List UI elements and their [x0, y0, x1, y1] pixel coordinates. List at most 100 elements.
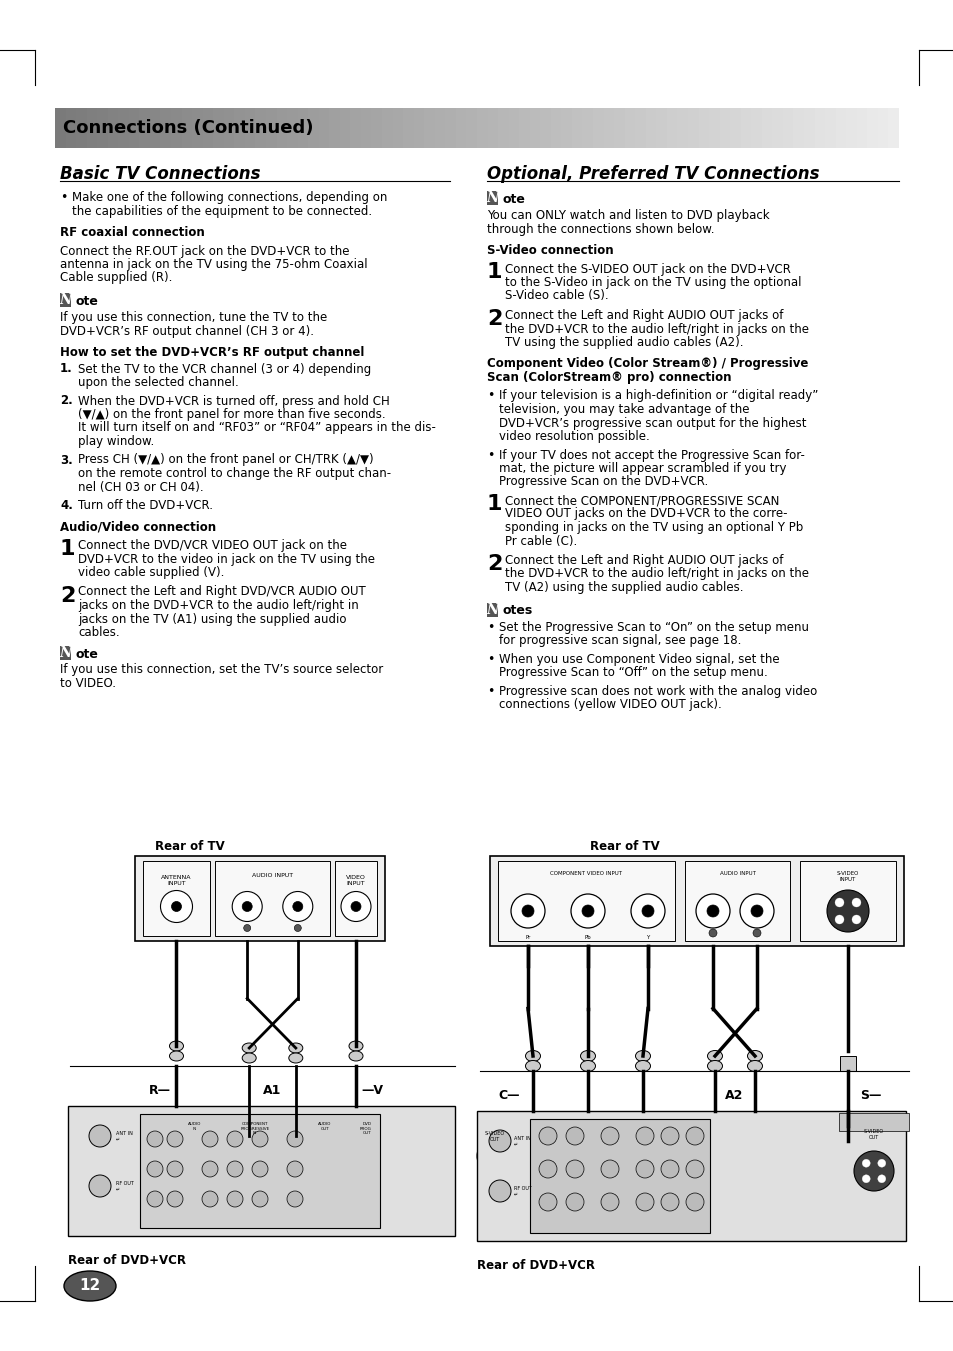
Circle shape	[600, 1127, 618, 1146]
Circle shape	[489, 1179, 511, 1202]
Text: N: N	[59, 646, 71, 659]
Circle shape	[167, 1161, 183, 1177]
Bar	[708, 108, 719, 149]
Circle shape	[167, 1192, 183, 1206]
Circle shape	[571, 894, 604, 928]
Bar	[593, 108, 603, 149]
Text: (▼/▲) on the front panel for more than five seconds.: (▼/▲) on the front panel for more than f…	[78, 408, 385, 422]
Circle shape	[287, 1161, 303, 1177]
Bar	[497, 108, 508, 149]
Text: connections (yellow VIDEO OUT jack).: connections (yellow VIDEO OUT jack).	[498, 698, 721, 711]
Circle shape	[484, 1159, 491, 1166]
Bar	[424, 108, 435, 149]
Text: play window.: play window.	[78, 435, 154, 449]
Bar	[487, 108, 497, 149]
Bar	[234, 108, 245, 149]
Bar	[677, 108, 687, 149]
Bar	[782, 108, 793, 149]
Circle shape	[538, 1127, 557, 1146]
Text: S-VIDEO
OUT: S-VIDEO OUT	[484, 1131, 504, 1142]
Text: Progressive Scan to “Off” on the setup menu.: Progressive Scan to “Off” on the setup m…	[498, 666, 767, 680]
Circle shape	[696, 894, 729, 928]
Text: N: N	[486, 603, 498, 616]
Bar	[761, 108, 772, 149]
Bar	[445, 108, 456, 149]
Bar	[560, 108, 572, 149]
Text: If your television is a high-definition or “digital ready”: If your television is a high-definition …	[498, 389, 818, 403]
Text: Scan (ColorStream® pro) connection: Scan (ColorStream® pro) connection	[486, 372, 731, 384]
Circle shape	[89, 1175, 111, 1197]
Text: If your TV does not accept the Progressive Scan for-: If your TV does not accept the Progressi…	[498, 449, 804, 462]
Ellipse shape	[289, 1052, 302, 1063]
Circle shape	[641, 905, 654, 917]
Text: 4.: 4.	[60, 499, 72, 512]
Text: S—: S—	[859, 1089, 881, 1102]
Bar	[550, 108, 560, 149]
Text: Connect the Left and Right AUDIO OUT jacks of: Connect the Left and Right AUDIO OUT jac…	[504, 554, 782, 567]
Text: Turn off the DVD+VCR.: Turn off the DVD+VCR.	[78, 499, 213, 512]
Ellipse shape	[525, 1051, 540, 1062]
Bar	[529, 108, 539, 149]
Text: VIDEO OUT jacks on the DVD+VCR to the corre-: VIDEO OUT jacks on the DVD+VCR to the co…	[504, 508, 786, 520]
Circle shape	[708, 929, 717, 938]
Text: 2: 2	[486, 554, 502, 574]
Bar	[143, 861, 210, 936]
Circle shape	[851, 898, 861, 907]
Text: Connect the RF.OUT jack on the DVD+VCR to the: Connect the RF.OUT jack on the DVD+VCR t…	[60, 245, 349, 258]
Text: COMPONENT VIDEO INPUT: COMPONENT VIDEO INPUT	[550, 871, 622, 875]
Bar	[129, 108, 139, 149]
Text: Make one of the following connections, depending on: Make one of the following connections, d…	[71, 190, 387, 204]
Ellipse shape	[747, 1051, 761, 1062]
Circle shape	[685, 1193, 703, 1210]
Text: N: N	[59, 293, 71, 307]
Text: Pr: Pr	[525, 935, 530, 940]
Text: How to set the DVD+VCR’s RF output channel: How to set the DVD+VCR’s RF output chann…	[60, 346, 364, 359]
Text: ANT IN
↵: ANT IN ↵	[514, 1136, 530, 1147]
Bar	[582, 108, 593, 149]
Text: When the DVD+VCR is turned off, press and hold CH: When the DVD+VCR is turned off, press an…	[78, 394, 390, 408]
Text: Optional, Preferred TV Connections: Optional, Preferred TV Connections	[486, 165, 819, 182]
Circle shape	[660, 1193, 679, 1210]
Bar	[297, 108, 308, 149]
Text: the capabilities of the equipment to be connected.: the capabilities of the equipment to be …	[71, 204, 372, 218]
Bar	[214, 861, 330, 936]
Text: DVD+VCR’s RF output channel (CH 3 or 4).: DVD+VCR’s RF output channel (CH 3 or 4).	[60, 324, 314, 338]
Ellipse shape	[242, 1052, 256, 1063]
Text: Connect the DVD/VCR VIDEO OUT jack on the: Connect the DVD/VCR VIDEO OUT jack on th…	[78, 539, 347, 553]
Bar	[66, 108, 76, 149]
Circle shape	[685, 1161, 703, 1178]
Circle shape	[685, 1127, 703, 1146]
Circle shape	[826, 890, 868, 932]
Text: ote: ote	[502, 193, 525, 205]
Bar	[856, 108, 866, 149]
Ellipse shape	[635, 1051, 650, 1062]
Text: R—: R—	[149, 1084, 171, 1097]
Text: •: •	[486, 685, 494, 697]
Bar	[403, 108, 414, 149]
Circle shape	[851, 915, 861, 924]
Bar	[887, 108, 898, 149]
Text: DVD+VCR’s progressive scan output for the highest: DVD+VCR’s progressive scan output for th…	[498, 416, 805, 430]
Circle shape	[252, 1161, 268, 1177]
Bar	[687, 108, 698, 149]
Text: jacks on the TV (A1) using the supplied audio: jacks on the TV (A1) using the supplied …	[78, 612, 346, 626]
Circle shape	[538, 1161, 557, 1178]
Text: AUDIO INPUT: AUDIO INPUT	[719, 871, 755, 875]
Bar	[87, 108, 97, 149]
Ellipse shape	[64, 1271, 116, 1301]
Text: Set the TV to the VCR channel (3 or 4) depending: Set the TV to the VCR channel (3 or 4) d…	[78, 362, 371, 376]
Bar	[381, 108, 393, 149]
Bar	[60, 646, 71, 659]
Bar	[181, 108, 192, 149]
Circle shape	[227, 1131, 243, 1147]
Bar	[335, 861, 376, 936]
Text: •: •	[486, 389, 494, 403]
Text: Connect the COMPONENT/PROGRESSIVE SCAN: Connect the COMPONENT/PROGRESSIVE SCAN	[504, 494, 779, 507]
Bar	[719, 108, 729, 149]
Text: Component Video (Color Stream®) / Progressive: Component Video (Color Stream®) / Progre…	[486, 358, 807, 370]
Text: sponding in jacks on the TV using an optional Y Pb: sponding in jacks on the TV using an opt…	[504, 521, 802, 534]
Text: Progressive scan does not work with the analog video: Progressive scan does not work with the …	[498, 685, 817, 697]
Text: When you use Component Video signal, set the: When you use Component Video signal, set…	[498, 653, 779, 666]
Circle shape	[862, 1175, 869, 1182]
Circle shape	[147, 1192, 163, 1206]
